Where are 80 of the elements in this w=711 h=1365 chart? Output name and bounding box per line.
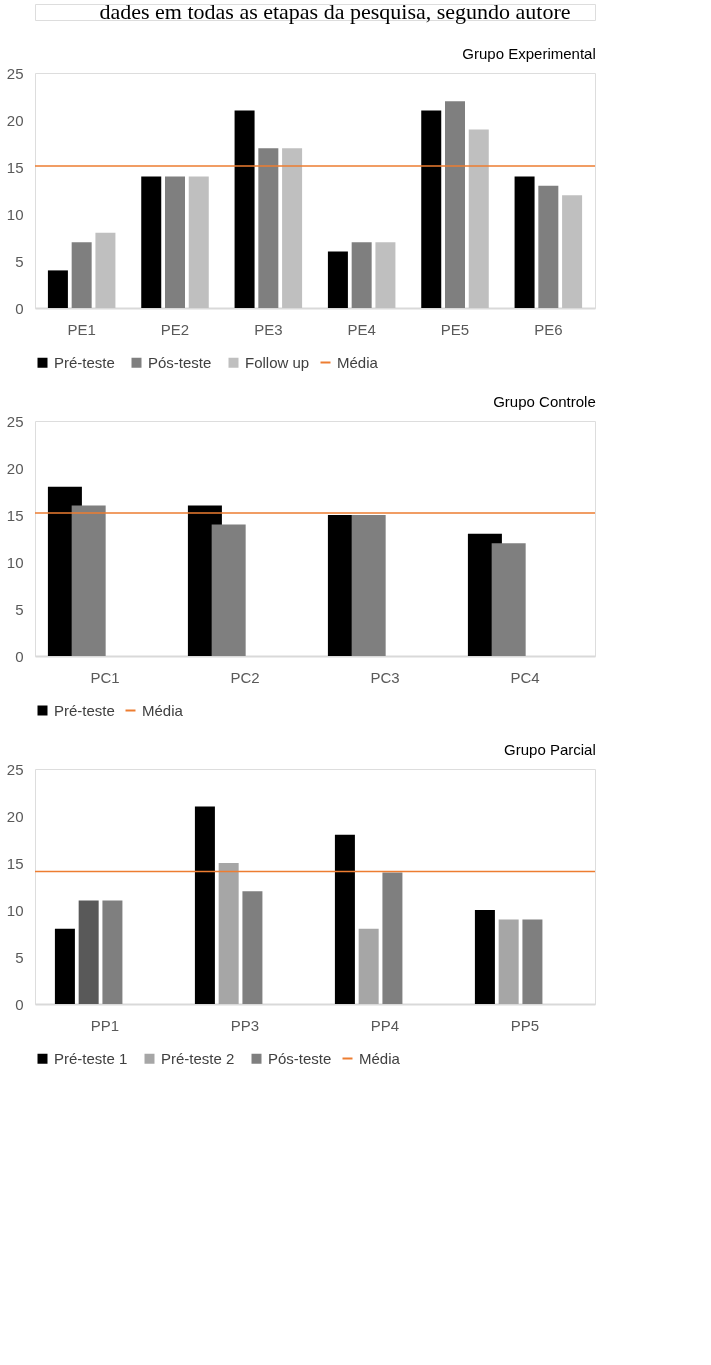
y-tick-label: 5 bbox=[15, 600, 24, 618]
bar bbox=[282, 148, 303, 308]
y-tick-label: 10 bbox=[6, 553, 24, 571]
bar bbox=[78, 900, 99, 1004]
y-tick-label: 0 bbox=[15, 299, 24, 317]
y-tick-label: 20 bbox=[6, 111, 24, 129]
bar bbox=[358, 928, 379, 1004]
bar bbox=[514, 176, 535, 308]
bar bbox=[242, 891, 263, 1004]
y-tick-label: 25 bbox=[6, 64, 24, 82]
bar bbox=[258, 148, 279, 308]
bar bbox=[165, 176, 185, 308]
x-tick-label: PE4 bbox=[347, 320, 376, 338]
y-tick-label: 15 bbox=[6, 158, 24, 176]
x-tick-label: PC2 bbox=[230, 668, 260, 686]
y-tick-label: 10 bbox=[6, 205, 24, 223]
legend-label: Média bbox=[142, 701, 184, 719]
bar bbox=[538, 185, 559, 308]
text: dades em todas as etapas da pesquisa, segundo autore bbox=[99, 0, 571, 24]
bar bbox=[234, 110, 255, 308]
bar bbox=[421, 110, 442, 308]
bar bbox=[188, 176, 209, 308]
bar bbox=[351, 515, 386, 656]
bar bbox=[562, 195, 583, 308]
y-tick-label: 25 bbox=[6, 760, 24, 778]
bar bbox=[211, 524, 246, 656]
bar bbox=[474, 910, 495, 1004]
bar bbox=[522, 919, 543, 1004]
x-tick-label: PP3 bbox=[230, 1016, 260, 1034]
bar bbox=[194, 806, 215, 1004]
x-tick-label: PE6 bbox=[534, 320, 563, 338]
bar bbox=[54, 928, 75, 1004]
bar bbox=[382, 872, 403, 1004]
bar bbox=[47, 270, 68, 308]
legend-label: Pré-teste 1 bbox=[54, 1049, 128, 1067]
y-tick-label: 5 bbox=[15, 948, 24, 966]
legend-label: Pré-teste bbox=[54, 701, 115, 719]
legend-label: Pré-teste 2 bbox=[161, 1049, 235, 1067]
bar bbox=[141, 176, 162, 308]
y-tick-label: 5 bbox=[15, 252, 24, 270]
legend-label: Pré-teste bbox=[54, 353, 115, 371]
y-tick-label: 15 bbox=[6, 506, 24, 524]
bar bbox=[375, 242, 396, 308]
bar bbox=[468, 129, 489, 308]
y-tick-label: 15 bbox=[6, 854, 24, 872]
bar bbox=[71, 505, 106, 656]
y-tick-label: 20 bbox=[6, 459, 24, 477]
legend-label: Pós-teste bbox=[268, 1049, 332, 1067]
x-tick-label: PE5 bbox=[440, 320, 470, 338]
y-tick-label: 0 bbox=[15, 995, 24, 1013]
bar bbox=[95, 232, 116, 308]
x-tick-label: PP1 bbox=[90, 1016, 120, 1034]
chart-title: Grupo Parcial bbox=[504, 741, 596, 758]
chart-title: Grupo Controle bbox=[493, 393, 596, 410]
y-tick-label: 0 bbox=[15, 647, 24, 665]
bar bbox=[102, 900, 123, 1004]
bar bbox=[334, 834, 355, 1004]
x-tick-label: PP4 bbox=[370, 1016, 400, 1034]
legend-label: Pós-teste bbox=[148, 353, 212, 371]
x-tick-label: PE1 bbox=[67, 320, 96, 338]
bar bbox=[491, 543, 526, 656]
x-tick-label: PP5 bbox=[510, 1016, 540, 1034]
y-tick-label: 20 bbox=[6, 807, 24, 825]
bar bbox=[71, 242, 92, 308]
legend-label: Follow up bbox=[245, 353, 310, 371]
bar bbox=[327, 251, 348, 308]
chart-title: Grupo Experimental bbox=[462, 45, 596, 62]
x-tick-label: PC4 bbox=[510, 668, 540, 686]
legend-label: Média bbox=[359, 1049, 401, 1067]
bar bbox=[351, 242, 372, 308]
bar bbox=[218, 863, 239, 1004]
x-tick-label: PC1 bbox=[90, 668, 120, 686]
bar bbox=[498, 919, 519, 1004]
x-tick-label: PE3 bbox=[254, 320, 283, 338]
bar bbox=[445, 101, 465, 308]
legend-label: Média bbox=[337, 353, 379, 371]
x-tick-label: PE2 bbox=[160, 320, 190, 338]
x-tick-label: PC3 bbox=[370, 668, 400, 686]
y-tick-label: 10 bbox=[6, 901, 24, 919]
y-tick-label: 25 bbox=[6, 412, 24, 430]
